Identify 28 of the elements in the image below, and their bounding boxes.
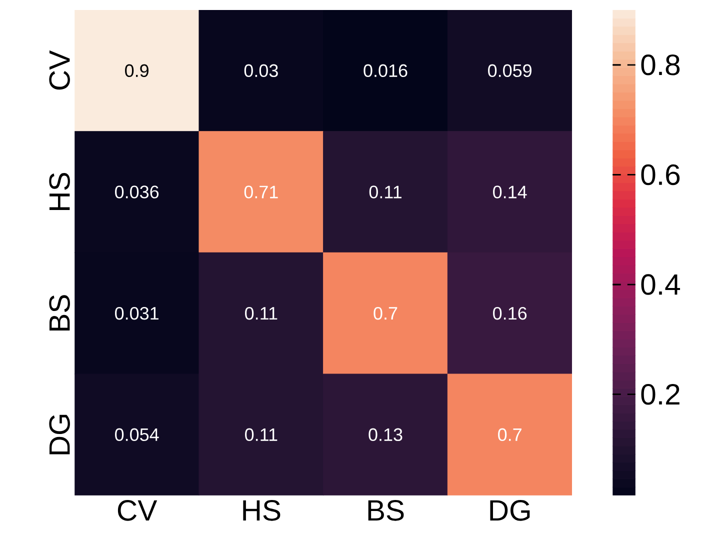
y-tick-label: CV (49, 50, 70, 90)
data-label: 0.11 (245, 428, 278, 442)
data-label: 0.11 (245, 306, 278, 320)
data-label: 0.016 (364, 64, 408, 78)
data-label: 0.14 (493, 186, 527, 198)
data-label: 0.16 (493, 306, 527, 320)
color-bar-label: 0.8 (641, 54, 680, 76)
x-tick-label: CV (118, 500, 158, 521)
y-tick-label: HS (49, 172, 70, 210)
data-label: 0.71 (244, 186, 278, 198)
x-tick-label: BS (368, 500, 404, 521)
y-tick-label: BS (49, 295, 70, 330)
data-label: 0.031 (115, 306, 158, 320)
data-label: 0.03 (244, 64, 278, 78)
data-label: 0.7 (498, 428, 522, 442)
color-bar-label: 0.4 (641, 274, 680, 295)
x-tick-label: HS (243, 500, 280, 521)
data-label: 0.059 (488, 64, 532, 78)
color-bar-label: 0.2 (641, 384, 680, 405)
data-label: 0.9 (125, 64, 148, 78)
data-label: 0.036 (115, 186, 159, 198)
data-label: 0.7 (374, 306, 398, 320)
y-tick-label: DG (49, 414, 70, 454)
data-label: 0.054 (115, 428, 159, 442)
data-label: 0.11 (369, 186, 402, 198)
data-label: 0.13 (368, 428, 402, 442)
color-bar-label: 0.6 (641, 164, 680, 186)
x-tick-label: DG (490, 500, 530, 521)
